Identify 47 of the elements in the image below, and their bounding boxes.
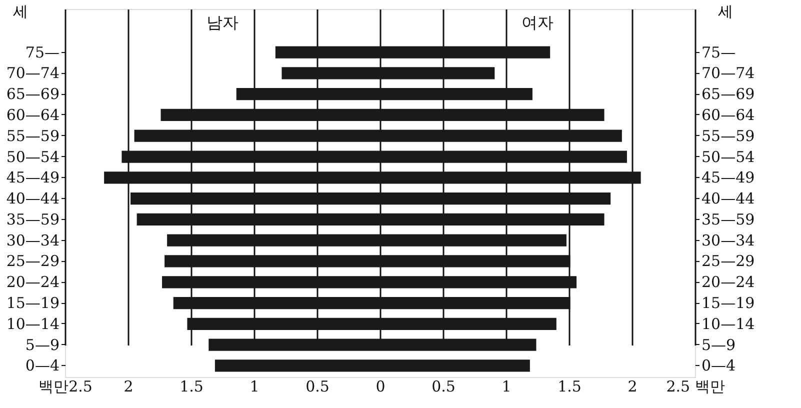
x-tick-label: 1 (250, 378, 260, 396)
text: 남자 (206, 13, 238, 32)
y-tick-label: 15—19 (6, 294, 60, 312)
y-tick-label: 5—9 (25, 336, 60, 354)
category-label: 15—19 (702, 294, 755, 312)
x-tick-label: 2.5 백만 (666, 378, 725, 396)
category-label: 0—4 (702, 356, 736, 375)
category-label: 70—74 (702, 64, 755, 82)
category-label: 25—29 (702, 252, 755, 270)
y-tick-label: 30—34 (6, 231, 60, 250)
y-tick-label: 50—54 (6, 148, 60, 166)
y-tick-label: 10—14 (6, 314, 60, 333)
x-tick-label: 2 (628, 378, 638, 396)
x-tick-label: 0 (376, 378, 386, 396)
x-tick-label: 백만2.5 (38, 378, 92, 396)
y-tick-label: 25—29 (6, 252, 60, 270)
category-label: 5—9 (702, 336, 736, 354)
y-tick-label: 20—24 (6, 273, 60, 292)
y-tick-label: 70—74 (6, 64, 60, 82)
x-tick-label: 2 (124, 378, 134, 396)
y-tick-label: 0—4 (25, 356, 60, 375)
series-label: 여자 (522, 13, 554, 32)
category-label: 20—24 (702, 273, 755, 292)
category-label: 35—59 (702, 210, 755, 228)
y-axis-title: 세 (13, 2, 28, 20)
y-tick-label: 35—59 (6, 210, 60, 228)
category-label: 40—44 (702, 190, 755, 208)
category-label: 75— (702, 43, 736, 62)
y-tick-label: 40—44 (6, 190, 60, 208)
x-tick-label: 1.5 (180, 378, 204, 396)
y2-axis-title: 세 (718, 2, 733, 20)
category-label: 45—49 (702, 168, 755, 187)
category-label: 60—64 (702, 106, 755, 124)
x-tick-label: 1.5 (558, 378, 582, 396)
category-label: 55—59 (702, 126, 755, 145)
y-tick-label: 75— (25, 43, 60, 62)
y-tick-label: 60—64 (6, 106, 60, 124)
x-tick-label: 0.5 (432, 378, 456, 396)
y-tick-label: 65—69 (6, 85, 60, 104)
category-label: 10—14 (702, 314, 755, 333)
y-tick-label: 55—59 (6, 126, 60, 145)
x-tick-label: 1 (502, 378, 512, 396)
x-tick-label: 0.5 (306, 378, 330, 396)
category-label: 65—69 (702, 85, 755, 104)
category-label: 30—34 (702, 231, 755, 250)
category-label: 50—54 (702, 148, 755, 166)
y-tick-label: 45—49 (6, 168, 60, 187)
